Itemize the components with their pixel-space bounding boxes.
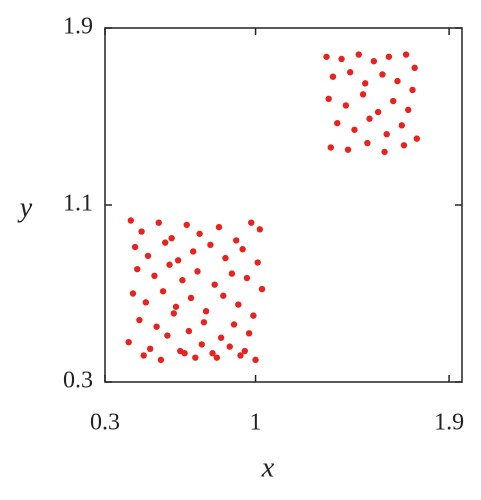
point: [338, 55, 345, 63]
point: [226, 343, 233, 350]
point: [383, 131, 390, 138]
point: [381, 148, 388, 156]
point: [125, 338, 132, 346]
point: [131, 243, 139, 251]
point: [237, 352, 244, 359]
point: [230, 321, 238, 328]
point: [235, 301, 242, 308]
point: [155, 219, 162, 226]
point: [183, 221, 190, 229]
point: [413, 135, 421, 142]
point: [239, 246, 246, 253]
x-tick-label: 0.3: [90, 410, 120, 436]
point: [140, 352, 147, 359]
point: [409, 86, 416, 94]
y-tick-label: 1.1: [63, 191, 93, 217]
point: [402, 51, 410, 58]
point: [398, 122, 405, 129]
point: [194, 268, 201, 275]
point: [334, 119, 341, 127]
point: [157, 356, 165, 364]
point: [232, 237, 240, 244]
x-tick-label: 1: [250, 410, 262, 436]
point: [151, 272, 158, 279]
point: [323, 53, 330, 60]
point: [168, 234, 175, 242]
point: [258, 285, 266, 293]
point: [196, 230, 203, 237]
point: [248, 219, 255, 226]
point: [192, 354, 199, 361]
point: [159, 288, 167, 295]
point: [187, 294, 195, 302]
point: [153, 323, 160, 330]
point: [254, 259, 261, 266]
point: [220, 292, 227, 299]
point: [179, 277, 186, 284]
point: [346, 69, 354, 76]
point: [136, 316, 143, 324]
point: [129, 290, 137, 297]
point: [222, 254, 229, 262]
point: [217, 334, 225, 341]
point: [374, 108, 382, 116]
point: [134, 265, 141, 273]
x-tick-label: 1.9: [434, 410, 464, 436]
point: [327, 144, 335, 151]
point: [162, 239, 169, 246]
point: [394, 77, 401, 85]
point: [142, 299, 150, 306]
point: [241, 347, 248, 355]
point: [351, 126, 358, 133]
point: [389, 97, 397, 105]
point: [198, 341, 205, 348]
x-axis-label: x: [261, 452, 275, 483]
point: [177, 347, 184, 355]
point: [245, 330, 253, 337]
point: [164, 332, 171, 339]
point: [213, 354, 221, 361]
point: [362, 80, 369, 87]
point: [207, 241, 214, 249]
point: [200, 319, 208, 326]
point: [202, 308, 210, 315]
y-tick-label: 0.3: [63, 368, 93, 394]
point: [174, 257, 182, 264]
point: [385, 53, 393, 60]
point: [170, 310, 178, 317]
point: [215, 223, 223, 231]
point: [228, 270, 236, 277]
point: [400, 142, 408, 149]
y-tick-label: 1.9: [63, 14, 93, 40]
point: [379, 71, 386, 78]
point: [364, 139, 371, 147]
point: [172, 303, 180, 310]
point: [370, 57, 378, 65]
y-axis-label: y: [17, 192, 33, 223]
point: [366, 115, 373, 122]
point: [405, 106, 412, 114]
point: [344, 146, 352, 153]
point: [146, 345, 154, 353]
point: [166, 261, 173, 268]
point: [411, 64, 418, 72]
point: [189, 248, 197, 255]
point: [329, 73, 337, 80]
point: [359, 91, 367, 98]
point: [144, 252, 152, 260]
point: [209, 350, 216, 357]
point: [325, 95, 332, 103]
point: [211, 281, 218, 288]
point: [243, 274, 251, 282]
point: [138, 228, 145, 235]
point: [185, 327, 193, 335]
point: [342, 102, 350, 109]
point: [256, 226, 264, 233]
point: [252, 356, 259, 364]
point: [250, 312, 257, 319]
point: [127, 217, 135, 224]
point: [355, 51, 362, 58]
